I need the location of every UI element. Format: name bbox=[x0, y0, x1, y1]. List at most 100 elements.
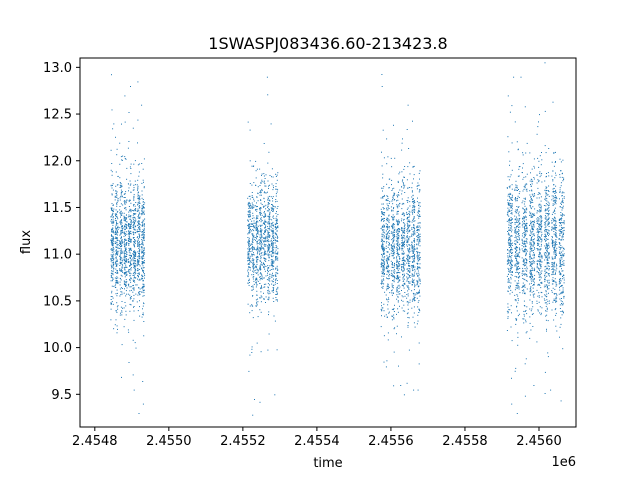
data-point bbox=[125, 272, 127, 274]
data-point bbox=[413, 204, 415, 206]
data-point bbox=[261, 278, 263, 280]
data-point bbox=[272, 209, 274, 211]
data-point bbox=[138, 213, 140, 215]
data-point bbox=[544, 270, 546, 272]
data-point bbox=[384, 232, 386, 234]
data-point bbox=[393, 234, 395, 236]
data-point bbox=[411, 244, 413, 246]
data-point bbox=[275, 195, 277, 197]
data-point bbox=[264, 227, 266, 229]
data-point bbox=[276, 291, 278, 293]
data-point bbox=[397, 234, 399, 236]
data-point bbox=[401, 208, 403, 210]
data-point bbox=[123, 252, 125, 254]
data-point bbox=[508, 309, 510, 311]
data-point bbox=[382, 269, 383, 271]
data-point bbox=[547, 257, 549, 259]
data-point bbox=[397, 233, 399, 234]
data-point bbox=[416, 273, 418, 275]
data-point bbox=[272, 262, 274, 264]
data-point bbox=[530, 199, 532, 200]
data-point bbox=[531, 193, 533, 195]
data-point bbox=[251, 253, 253, 255]
data-point bbox=[548, 257, 550, 259]
data-point bbox=[546, 200, 548, 202]
data-point bbox=[560, 161, 562, 163]
data-point bbox=[388, 241, 390, 243]
data-point bbox=[130, 247, 132, 249]
data-point bbox=[142, 276, 144, 277]
data-point bbox=[523, 305, 525, 306]
data-point bbox=[267, 246, 269, 248]
data-point bbox=[256, 256, 257, 258]
data-point bbox=[116, 215, 118, 217]
data-point bbox=[417, 270, 419, 272]
data-point bbox=[133, 298, 135, 300]
data-point bbox=[536, 248, 538, 249]
data-point bbox=[247, 225, 249, 227]
data-point bbox=[554, 257, 556, 259]
data-point bbox=[509, 192, 511, 194]
data-point bbox=[552, 228, 554, 230]
data-point bbox=[263, 247, 264, 249]
data-point bbox=[134, 210, 136, 212]
data-point bbox=[123, 258, 125, 260]
data-point bbox=[412, 233, 414, 235]
data-point bbox=[129, 303, 131, 305]
data-point bbox=[267, 241, 269, 243]
data-point bbox=[416, 201, 418, 203]
data-point bbox=[386, 225, 388, 227]
data-point bbox=[399, 229, 401, 230]
data-point bbox=[263, 180, 265, 182]
data-point bbox=[120, 306, 122, 308]
data-point bbox=[555, 299, 557, 301]
data-point bbox=[260, 225, 262, 227]
data-point bbox=[141, 268, 143, 270]
data-point bbox=[276, 292, 278, 294]
data-point bbox=[396, 240, 398, 242]
data-point bbox=[269, 276, 271, 278]
data-point bbox=[256, 263, 258, 265]
data-point bbox=[416, 262, 418, 264]
data-point bbox=[561, 224, 562, 226]
data-point bbox=[133, 264, 135, 266]
data-point bbox=[135, 254, 137, 255]
data-point bbox=[111, 109, 113, 111]
data-point bbox=[130, 259, 132, 261]
data-point bbox=[261, 277, 263, 279]
data-point bbox=[388, 214, 390, 216]
data-point bbox=[144, 277, 145, 279]
data-point bbox=[112, 204, 114, 206]
data-point bbox=[523, 243, 525, 245]
data-point bbox=[406, 245, 408, 247]
data-point bbox=[397, 274, 398, 276]
data-point bbox=[268, 257, 270, 259]
data-point bbox=[402, 245, 404, 246]
data-point bbox=[397, 296, 399, 298]
data-point bbox=[388, 236, 390, 238]
data-point bbox=[112, 241, 114, 243]
data-point bbox=[534, 195, 536, 197]
data-point bbox=[559, 262, 561, 264]
data-point bbox=[547, 201, 549, 203]
data-point bbox=[275, 245, 277, 246]
data-point bbox=[263, 243, 265, 245]
data-point bbox=[129, 199, 131, 201]
data-point bbox=[134, 266, 135, 268]
data-point bbox=[127, 293, 129, 295]
data-point bbox=[414, 326, 416, 328]
data-point bbox=[537, 235, 539, 237]
data-point bbox=[143, 187, 145, 189]
data-point bbox=[508, 232, 509, 234]
data-point bbox=[399, 246, 401, 248]
data-point bbox=[386, 220, 388, 222]
data-point bbox=[544, 275, 546, 277]
data-point bbox=[137, 192, 139, 193]
data-point bbox=[272, 248, 274, 250]
data-point bbox=[532, 213, 534, 215]
data-point bbox=[133, 163, 135, 165]
data-point bbox=[396, 272, 398, 274]
data-point bbox=[133, 306, 134, 308]
data-point bbox=[403, 263, 405, 264]
data-point bbox=[261, 179, 263, 181]
